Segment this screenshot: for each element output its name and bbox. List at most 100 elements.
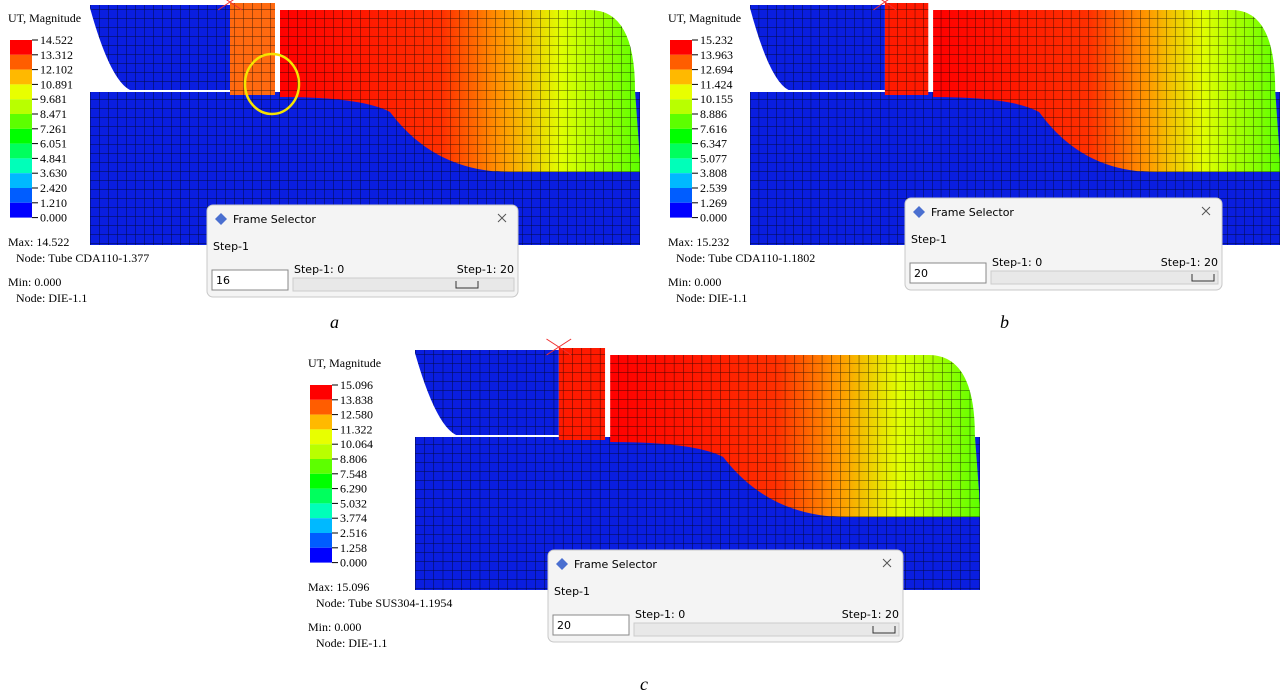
legend-swatch [310,533,332,548]
legend-swatch [670,55,692,70]
legend-swatch [670,144,692,159]
legend-value: 9.681 [40,92,67,106]
frame-value: 20 [914,267,928,280]
legend-value: 1.210 [40,196,67,210]
legend-swatch [670,114,692,129]
max-node: Node: Tube SUS304-1.1954 [316,596,452,610]
legend-value: 4.841 [40,151,67,165]
frame-value: 20 [557,619,571,632]
panel: UT, Magnitude 14.52213.31212.10210.8919.6… [8,0,640,332]
legend-swatch [10,144,32,159]
legend-swatch [670,40,692,55]
legend-swatch [10,114,32,129]
legend-value: 2.516 [340,526,367,540]
legend-value: 2.539 [700,181,727,195]
frame-selector-dialog: Frame SelectorStep-120Step-1: 0Step-1: 2… [548,550,903,642]
slider-track[interactable] [293,278,514,291]
dialog-title: Frame Selector [931,206,1014,219]
legend-value: 3.774 [340,511,367,525]
legend-value: 0.000 [340,556,367,570]
legend-swatch [310,548,332,563]
legend-value: 13.963 [700,48,733,62]
range-start: Step-1: 0 [294,263,344,276]
legend-swatch [10,84,32,99]
panel: UT, Magnitude 15.23213.96312.69411.42410.… [668,0,1280,332]
legend-swatch [10,173,32,188]
legend-title: UT, Magnitude [308,356,381,370]
legend-swatch [10,40,32,55]
legend-value: 10.891 [40,77,73,91]
legend-value: 3.630 [40,166,67,180]
legend-value: 7.548 [340,467,367,481]
legend-value: 15.096 [340,378,373,392]
min-node: Node: DIE-1.1 [316,636,387,650]
punch-grid [230,3,275,95]
legend-swatch [10,70,32,85]
legend-swatch [310,474,332,489]
step-label: Step-1 [911,233,947,246]
slider-track[interactable] [991,271,1218,284]
legend-value: 15.232 [700,33,733,47]
legend-swatch [310,400,332,415]
max-node: Node: Tube CDA110-1.377 [16,251,149,265]
legend-swatch [310,444,332,459]
legend-value: 2.420 [40,181,67,195]
legend-value: 6.051 [40,137,67,151]
tube-left-grid [415,350,559,435]
legend-value: 1.258 [340,541,367,555]
legend-swatch [10,158,32,173]
legend-value: 8.471 [40,107,67,121]
legend-swatch [670,70,692,85]
min-label: Min: 0.000 [668,275,721,289]
range-end: Step-1: 20 [457,263,514,276]
step-label: Step-1 [554,585,590,598]
legend-title: UT, Magnitude [8,11,81,25]
legend-value: 7.261 [40,122,67,136]
legend-value: 7.616 [700,122,727,136]
legend-swatch [10,188,32,203]
legend-swatch [670,84,692,99]
range-start: Step-1: 0 [992,256,1042,269]
legend-value: 3.808 [700,166,727,180]
legend-value: 12.694 [700,63,733,77]
legend-value: 12.102 [40,63,73,77]
min-node: Node: DIE-1.1 [676,291,747,305]
tube-left-grid [750,5,885,90]
legend-swatch [310,518,332,533]
legend-swatch [310,429,332,444]
legend-title: UT, Magnitude [668,11,741,25]
legend-value: 10.064 [340,437,373,451]
legend-swatch [310,459,332,474]
legend-value: 5.077 [700,151,727,165]
legend-swatch [10,99,32,114]
tube-left-grid [90,5,230,90]
legend-swatch [670,173,692,188]
max-label: Max: 14.522 [8,235,69,249]
legend-value: 8.886 [700,107,727,121]
legend-value: 14.522 [40,33,73,47]
legend-value: 11.424 [700,77,733,91]
panel: UT, Magnitude15.09613.83812.58011.32210.… [308,339,980,694]
caption: c [640,674,648,694]
punch-grid [885,3,928,95]
min-node: Node: DIE-1.1 [16,291,87,305]
legend-value: 6.347 [700,137,727,151]
min-label: Min: 0.000 [8,275,61,289]
legend-swatch [310,503,332,518]
legend-swatch [10,129,32,144]
legend-value: 6.290 [340,482,367,496]
legend-value: 8.806 [340,452,367,466]
max-node: Node: Tube CDA110-1.1802 [676,251,815,265]
legend-swatch [10,203,32,218]
max-label: Max: 15.096 [308,580,369,594]
slider-track[interactable] [634,623,899,636]
legend-swatch [310,489,332,504]
legend-value: 10.155 [700,92,733,106]
legend-value: 1.269 [700,196,727,210]
legend-swatch [670,129,692,144]
punch-grid [559,348,605,440]
legend-value: 13.312 [40,48,73,62]
legend-swatch [310,415,332,430]
min-label: Min: 0.000 [308,620,361,634]
